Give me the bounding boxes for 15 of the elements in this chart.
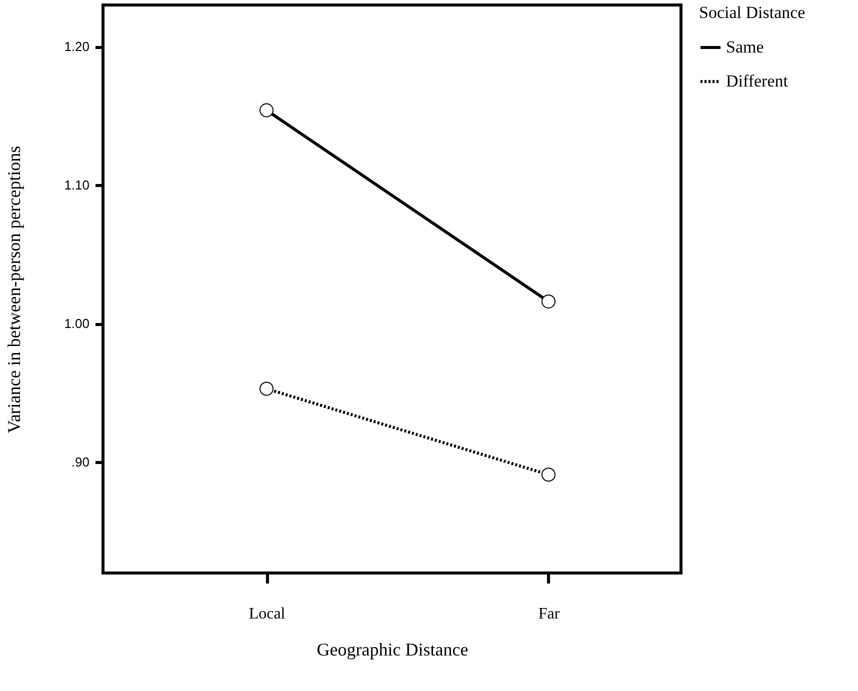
legend-label: Different	[726, 72, 788, 90]
y-tick-label: 1.10	[64, 178, 90, 193]
point	[260, 382, 274, 396]
point	[541, 468, 556, 482]
legend-label: Same	[726, 38, 764, 56]
y-axis-title: Variance in between-person perceptions	[4, 146, 24, 434]
x-axis-title: Geographic Distance	[316, 640, 468, 660]
x-tick-label: Far	[538, 606, 560, 622]
y-tick-label: 1.00	[64, 316, 90, 332]
point	[260, 103, 274, 118]
legend-title: Social Distance	[699, 3, 806, 22]
x-tick-label: Local	[248, 606, 286, 622]
point	[541, 294, 556, 308]
y-tick-label: 1.20	[64, 39, 90, 54]
y-tick-label: .90	[71, 454, 90, 470]
